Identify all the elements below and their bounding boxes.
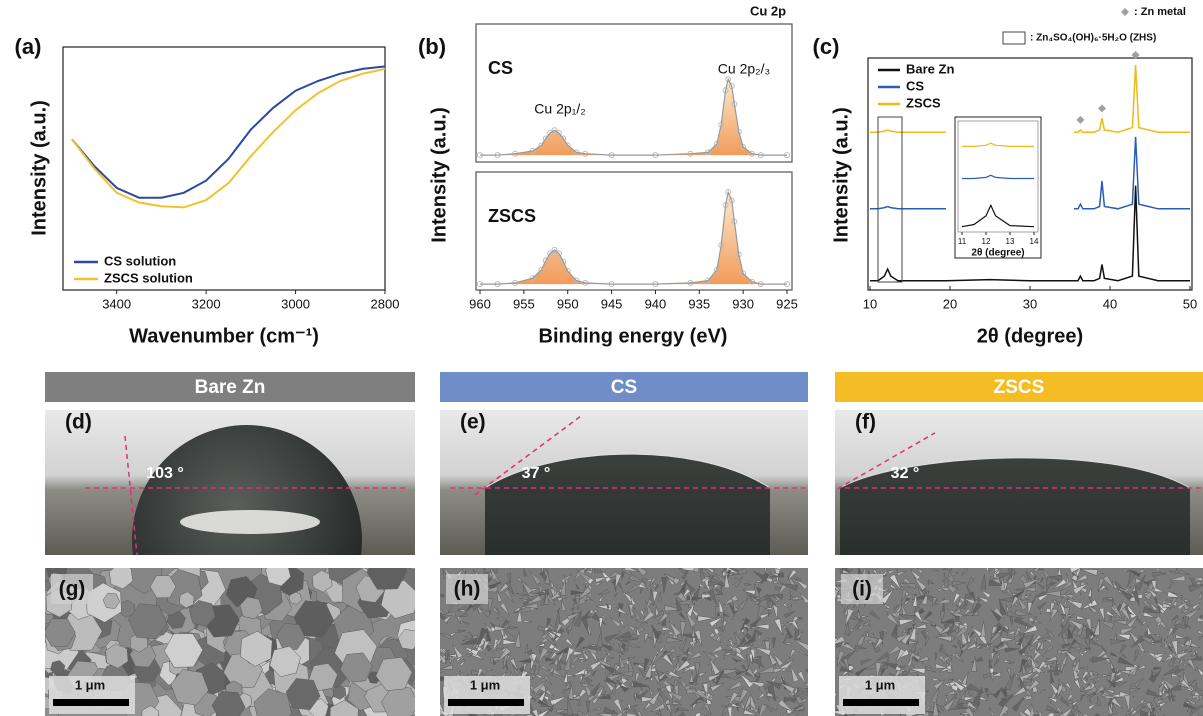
scale-bar [53,699,129,706]
contact-angle: 32 ° [891,465,920,482]
subplot-label: ZSCS [488,206,536,226]
peak-label: Cu 2p₂/₃ [718,61,770,77]
inset-x-axis-label: 2θ (degree) [971,248,1024,259]
plot-frame [476,24,792,162]
x-tick-label: 20 [943,296,957,311]
data-line [72,69,385,208]
sample-header-label: Bare Zn [195,377,266,398]
panel-label: (h) [454,578,481,601]
x-tick-label: 955 [513,296,535,311]
contact-angle: 37 ° [522,465,551,482]
x-tick-label: 3000 [281,296,310,311]
scale-bar [448,699,524,706]
chart-title: Cu 2p [750,3,786,18]
sem-grain [543,559,547,571]
legend-label: : Zn₄SO₄(OH)₆·5H₂O (ZHS) [1030,33,1156,44]
zhs-box [878,117,902,282]
contact-angle-photo [440,410,808,555]
legend-label: CS [906,78,924,93]
x-tick-label: 940 [645,296,667,311]
data-line [72,66,385,197]
sem-grain [693,555,699,572]
scale-bar-label: 1 μm [75,677,105,692]
scale-bar-label: 1 μm [470,677,500,692]
x-tick-label: 930 [732,296,754,311]
panel-label: (g) [59,578,86,601]
x-tick-label: 3400 [102,296,131,311]
panel-label: (c) [813,34,840,59]
scale-bar-label: 1 μm [865,677,895,692]
x-tick-label: 925 [776,296,798,311]
panel-label: (i) [852,578,872,601]
panel-label: (a) [15,34,42,59]
x-tick-label: 3200 [192,296,221,311]
sem-grain [705,560,708,569]
x-axis-label: Binding energy (eV) [539,325,728,347]
x-axis-label: 2θ (degree) [977,325,1083,347]
y-axis-label: Intensity (a.u.) [830,107,852,243]
subplot-label: CS [488,58,513,78]
x-tick-label: 950 [557,296,579,311]
sem-grain [765,565,767,571]
figure: 3400 3200 3000 2800 CS solution ZSCS solution… [0,0,1203,716]
y-axis-label: Intensity (a.u.) [28,100,50,236]
inset-x-tick-label: 12 [982,237,991,246]
peak-fill [480,79,787,155]
sample-header-label: CS [611,377,637,398]
legend-label: CS solution [104,253,176,268]
x-tick-label: 960 [469,296,491,311]
plot-frame [476,172,792,290]
peak-label: Cu 2p₁/₂ [534,101,585,117]
x-tick-label: 30 [1023,296,1037,311]
legend-label: ZSCS solution [104,270,193,285]
panel-label: (b) [418,34,446,59]
legend-label: Bare Zn [906,61,954,76]
legend-label: : Zn metal [1134,6,1186,18]
x-tick-label: 945 [601,296,623,311]
legend-label: ZSCS [906,95,941,110]
x-tick-label: 10 [863,296,877,311]
contact-angle: 103 ° [146,465,184,482]
scale-bar [843,699,919,706]
inset-x-tick-label: 11 [958,237,967,246]
x-tick-label: 40 [1103,296,1117,311]
sample-header-label: ZSCS [994,377,1045,398]
legend-diamond [1121,8,1129,16]
sem-grain [435,594,445,597]
panel-label: (d) [65,411,92,434]
inset-x-tick-label: 13 [1006,237,1015,246]
droplet-reflection [180,510,320,534]
legend-box [1003,32,1025,44]
inset-x-tick-label: 14 [1030,237,1039,246]
panel-label: (f) [855,411,876,434]
contact-angle-photo [830,410,1203,555]
x-axis-label: Wavenumber (cm⁻¹) [129,325,319,347]
zn-metal-marker [1098,104,1106,112]
x-tick-label: 935 [688,296,710,311]
x-tick-label: 50 [1183,296,1197,311]
x-tick-label: 2800 [371,296,400,311]
zn-metal-marker [1076,116,1084,124]
y-axis-label: Intensity (a.u.) [428,107,450,243]
inset-frame [955,117,1041,258]
panel-label: (e) [460,411,486,434]
